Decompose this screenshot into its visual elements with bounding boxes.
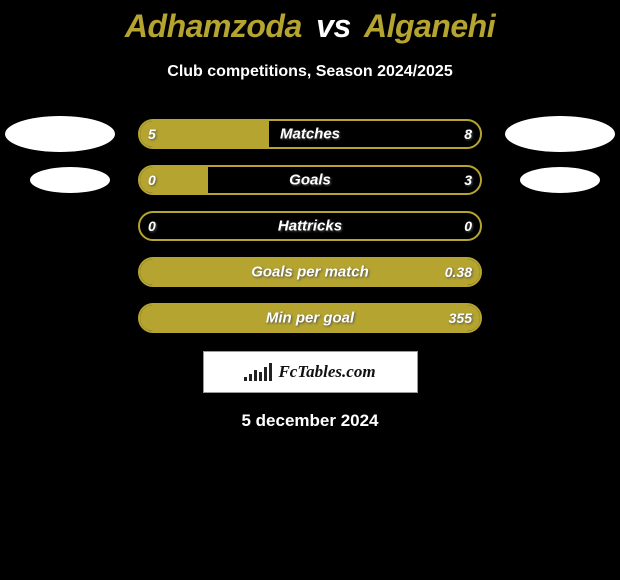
subtitle: Club competitions, Season 2024/2025 [0, 63, 620, 81]
logo-bars-icon [244, 363, 272, 381]
avatar-left [30, 167, 110, 193]
page-title: Adhamzoda vs Alganehi [0, 8, 620, 45]
stat-label: Min per goal [140, 310, 480, 327]
stat-val-left: 0 [148, 218, 156, 234]
stat-label: Hattricks [140, 218, 480, 235]
stat-row: Matches 5 8 [0, 111, 620, 157]
logo-text: FcTables.com [278, 362, 375, 382]
player2-name: Alganehi [364, 8, 495, 44]
stat-bar: Matches 5 8 [138, 119, 482, 149]
stat-val-right: 355 [449, 310, 472, 326]
snapshot-date: 5 december 2024 [0, 411, 620, 431]
stat-label: Matches [140, 126, 480, 143]
avatar-right [505, 116, 615, 152]
stat-val-right: 0.38 [445, 264, 472, 280]
stat-val-right: 8 [464, 126, 472, 142]
stat-bar: Min per goal 355 [138, 303, 482, 333]
vs-text: vs [316, 8, 351, 44]
avatar-left [5, 116, 115, 152]
stats-rows: Matches 5 8 Goals 0 3 Hattricks 0 0 Goal… [0, 111, 620, 341]
site-logo[interactable]: FcTables.com [203, 351, 418, 393]
stat-val-right: 0 [464, 218, 472, 234]
stat-val-left: 5 [148, 126, 156, 142]
stat-bar: Goals per match 0.38 [138, 257, 482, 287]
stat-row: Goals per match 0.38 [0, 249, 620, 295]
stat-val-left: 0 [148, 172, 156, 188]
stat-bar: Hattricks 0 0 [138, 211, 482, 241]
stat-label: Goals [140, 172, 480, 189]
stat-label: Goals per match [140, 264, 480, 281]
stat-row: Min per goal 355 [0, 295, 620, 341]
stat-val-right: 3 [464, 172, 472, 188]
avatar-right [520, 167, 600, 193]
stat-bar: Goals 0 3 [138, 165, 482, 195]
stat-row: Goals 0 3 [0, 157, 620, 203]
player1-name: Adhamzoda [125, 8, 302, 44]
stat-row: Hattricks 0 0 [0, 203, 620, 249]
